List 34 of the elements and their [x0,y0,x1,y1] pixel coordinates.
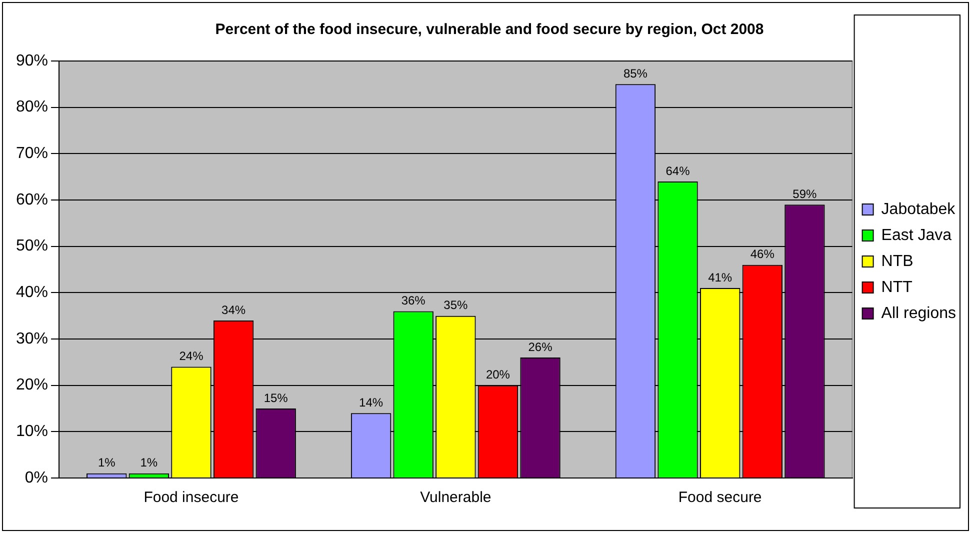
y-tick-label: 0% [24,469,48,486]
x-tick-label: Food secure [678,489,762,506]
x-tick-label: Vulnerable [420,489,492,506]
data-label: 26% [528,340,553,354]
data-label: 85% [623,66,648,80]
legend-label: Jabotabek [881,200,956,218]
legend-label: All regions [881,304,956,322]
chart-title: Percent of the food insecure, vulnerable and food secure by region, Oct 2008 [215,21,764,38]
data-label: 1% [140,456,158,470]
data-label: 35% [444,298,468,312]
legend-label: NTT [881,278,913,296]
data-label: 24% [179,349,204,364]
y-tick-label: 50% [16,238,48,255]
data-label: 64% [666,164,690,178]
y-tick-label: 30% [16,330,48,348]
data-label: 1% [98,456,116,470]
y-tick-label: 80% [16,98,48,116]
data-label: 59% [792,186,818,201]
y-tick-label: 40% [16,284,48,302]
data-label: 20% [486,368,510,382]
legend-label: NTB [881,252,914,270]
y-tick-label: 70% [16,145,48,162]
legend-label: East Java [881,226,952,244]
data-label: 41% [708,270,732,284]
data-label: 15% [264,390,288,405]
data-label: 46% [750,247,775,262]
data-label: 14% [359,395,384,410]
y-tick-label: 90% [16,52,48,70]
y-tick-label: 10% [16,423,48,440]
data-label: 36% [401,294,426,308]
data-label: 34% [222,302,246,317]
y-tick-label: 20% [16,376,48,394]
y-tick-label: 60% [16,191,48,208]
x-tick-label: Food insecure [144,489,239,506]
